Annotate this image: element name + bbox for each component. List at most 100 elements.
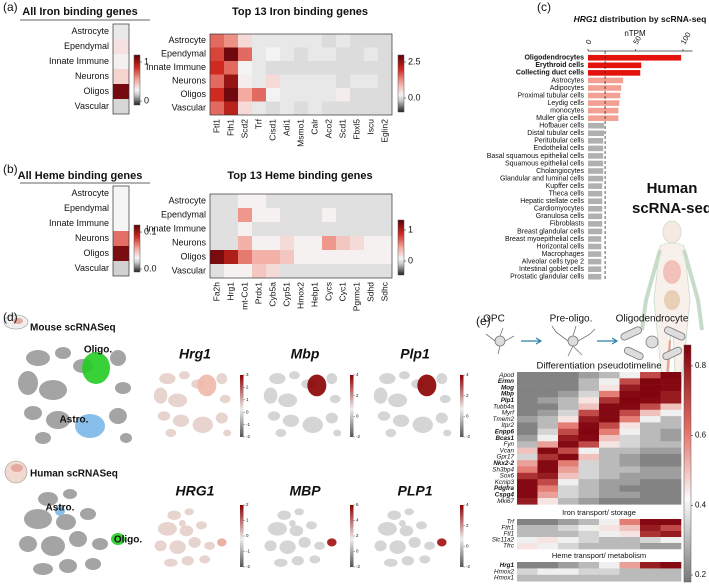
heatmap-cell [619, 485, 641, 492]
heatmap-cell [558, 491, 579, 499]
colorbar-tick-label: 0.6 [695, 431, 707, 440]
cluster [278, 393, 298, 408]
heatmap-cell [640, 491, 661, 499]
heatmap-cell [578, 472, 600, 480]
heatmap-cell [294, 47, 308, 61]
heatmap-cell [294, 61, 308, 75]
heatmap-cell [578, 422, 600, 429]
column-label: Aco2 [323, 119, 333, 139]
heatmap-cell [578, 537, 600, 544]
gene-title: PLP1 [397, 483, 432, 499]
mouse-icon [3, 314, 29, 330]
heatmap-cell [660, 447, 682, 455]
heatmap-cell [210, 222, 224, 236]
heatmap-cell [578, 390, 600, 398]
colorbar-tick-label: 2.5 [408, 56, 421, 66]
heatmap-cell [558, 428, 579, 436]
annotation: scRNA-seq [632, 200, 709, 217]
cluster-label: Astro. [60, 415, 89, 426]
gene-title: Mbp [291, 346, 320, 362]
heatmap-cell [364, 47, 378, 61]
heatmap-cell [537, 568, 559, 576]
cluster [153, 387, 168, 404]
heatmap-cell [224, 264, 238, 278]
bar [588, 213, 603, 220]
cluster [223, 429, 232, 437]
heatmap-cell [640, 479, 661, 486]
heatmap-cell [378, 47, 392, 61]
gene-label: Tfrc [503, 543, 515, 550]
gene-title: HRG1 [176, 483, 215, 499]
heatmap-cell [308, 250, 322, 264]
heatmap-cell [238, 236, 252, 250]
heatmap-cell [378, 264, 392, 278]
colorbar [133, 54, 141, 106]
category-label: Erythroid cells [535, 62, 584, 69]
category-label: Peritubular cells [534, 138, 584, 145]
heatmap-cell [517, 568, 538, 576]
heatmap-cell [266, 101, 280, 115]
category-label: Kupffer cells [546, 183, 585, 190]
heatmap-cell [364, 250, 378, 264]
heatmap-cell [517, 498, 538, 505]
gene-label: Mog [501, 384, 514, 391]
colorbar-tick-label: 6 [356, 502, 359, 507]
heatmap-cell [619, 397, 641, 404]
cluster [85, 558, 101, 570]
heatmap-cell [640, 531, 661, 538]
heatmap-cell [517, 466, 538, 474]
heatmap-cell [252, 208, 266, 222]
cluster [19, 536, 37, 552]
heatmap-cell [252, 47, 266, 61]
heatmap-cell [558, 479, 579, 486]
column-label: Hmox2 [295, 282, 305, 309]
heatmap-cell [558, 537, 579, 544]
row-label: Ependymal [64, 203, 109, 213]
colorbar-tick-label: -2 [466, 434, 470, 439]
gene-label: Itpr2 [501, 422, 514, 429]
heatmap-cell [238, 34, 252, 48]
heatmap-cell [578, 453, 600, 461]
colorbar [240, 505, 244, 567]
cluster [172, 414, 190, 427]
row-label: Neurons [172, 76, 207, 86]
colorbar-tick-label: 0 [246, 409, 249, 414]
heatmap-cell [280, 101, 294, 115]
cluster [167, 510, 181, 520]
bar [588, 236, 602, 242]
heatmap-title: All Iron binding genes [22, 6, 138, 18]
stage-label: Oligodendrocyte [616, 314, 689, 325]
cluster [263, 387, 278, 404]
row-label: Ependymal [64, 41, 109, 51]
stage-label: OPC [483, 314, 505, 325]
row-label: Neurons [75, 233, 110, 243]
heatmap-title: Top 13 Heme binding genes [227, 170, 372, 182]
gene-label: Ftl1 [504, 531, 515, 538]
cluster [298, 536, 311, 548]
heatmap-cell [280, 74, 294, 88]
category-label: Alveolar cells type 2 [522, 258, 584, 265]
colorbar-tick-label: 2 [466, 393, 469, 398]
heatmap-cell [350, 222, 364, 236]
heatmap-cell [640, 428, 661, 436]
heatmap-cell [517, 453, 538, 461]
heatmap-cell [558, 453, 579, 461]
bar [588, 273, 602, 280]
heatmap-cell [640, 466, 661, 474]
cluster [398, 371, 410, 380]
heatmap-cell [336, 61, 350, 75]
cluster [181, 556, 194, 566]
heatmap-cell [336, 47, 350, 61]
cluster [184, 508, 194, 516]
category-label: Leydig cells [547, 100, 584, 107]
heatmap-cell [640, 460, 661, 467]
heatmap-cell [266, 34, 280, 48]
heatmap-cell [640, 416, 661, 423]
heatmap-cell [322, 47, 336, 61]
colorbar [397, 219, 405, 276]
bar [588, 175, 604, 182]
heatmap-cell [558, 525, 579, 532]
category-label: Muller glia cells [536, 115, 584, 122]
bar [588, 243, 602, 250]
column-label: Hrg1 [225, 282, 235, 301]
